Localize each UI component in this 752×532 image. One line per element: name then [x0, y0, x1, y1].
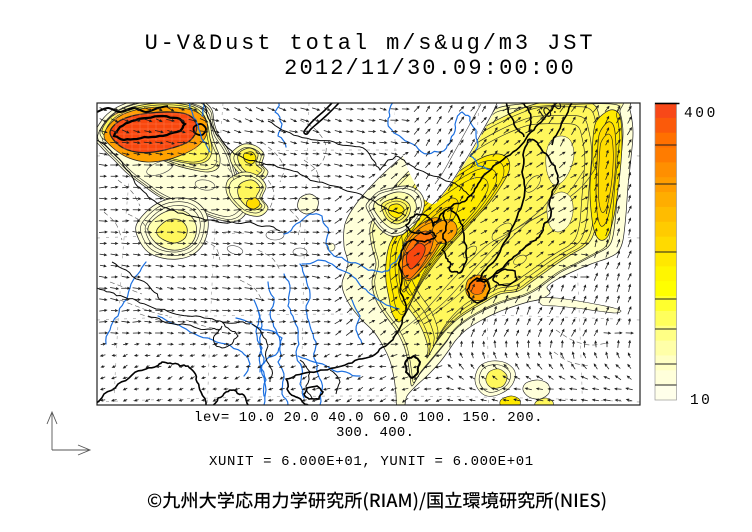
svg-text:2012/11/30.09:00:00: 2012/11/30.09:00:00 — [284, 56, 576, 81]
svg-text:300. 400.: 300. 400. — [336, 425, 414, 441]
svg-text:XUNIT = 6.000E+01, YUNIT = 6.0: XUNIT = 6.000E+01, YUNIT = 6.000E+01 — [209, 454, 534, 470]
svg-text:lev= 10.0 20.0 40.0 60.0 100.: lev= 10.0 20.0 40.0 60.0 100. 150. 200. — [194, 410, 543, 426]
svg-text:10: 10 — [690, 393, 712, 409]
svg-text:400: 400 — [684, 106, 718, 122]
svg-text:U-V&Dust total m/s&ug/m3 JST: U-V&Dust total m/s&ug/m3 JST — [145, 31, 596, 56]
